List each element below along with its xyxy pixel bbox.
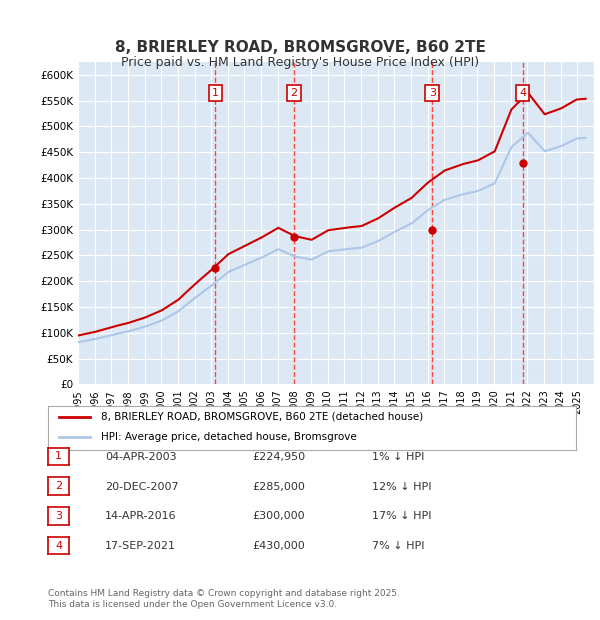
Text: 17-SEP-2021: 17-SEP-2021 xyxy=(105,541,176,551)
Text: 20-DEC-2007: 20-DEC-2007 xyxy=(105,482,179,492)
Text: £430,000: £430,000 xyxy=(252,541,305,551)
Text: 8, BRIERLEY ROAD, BROMSGROVE, B60 2TE (detached house): 8, BRIERLEY ROAD, BROMSGROVE, B60 2TE (d… xyxy=(101,412,423,422)
Text: £224,950: £224,950 xyxy=(252,452,305,462)
Text: £300,000: £300,000 xyxy=(252,512,305,521)
Text: Price paid vs. HM Land Registry's House Price Index (HPI): Price paid vs. HM Land Registry's House … xyxy=(121,56,479,69)
Text: 4: 4 xyxy=(55,541,62,551)
Text: 1: 1 xyxy=(212,88,219,98)
Text: 1: 1 xyxy=(55,451,62,461)
Text: 1% ↓ HPI: 1% ↓ HPI xyxy=(372,452,424,462)
Text: 3: 3 xyxy=(55,511,62,521)
Text: £285,000: £285,000 xyxy=(252,482,305,492)
Text: 2: 2 xyxy=(290,88,298,98)
Text: 04-APR-2003: 04-APR-2003 xyxy=(105,452,176,462)
Text: 8, BRIERLEY ROAD, BROMSGROVE, B60 2TE: 8, BRIERLEY ROAD, BROMSGROVE, B60 2TE xyxy=(115,40,485,55)
Text: 4: 4 xyxy=(519,88,526,98)
Text: 17% ↓ HPI: 17% ↓ HPI xyxy=(372,512,431,521)
Text: HPI: Average price, detached house, Bromsgrove: HPI: Average price, detached house, Brom… xyxy=(101,432,356,442)
Text: 7% ↓ HPI: 7% ↓ HPI xyxy=(372,541,425,551)
Text: Contains HM Land Registry data © Crown copyright and database right 2025.
This d: Contains HM Land Registry data © Crown c… xyxy=(48,590,400,609)
Text: 14-APR-2016: 14-APR-2016 xyxy=(105,512,176,521)
Text: 2: 2 xyxy=(55,481,62,491)
Text: 3: 3 xyxy=(429,88,436,98)
Text: 12% ↓ HPI: 12% ↓ HPI xyxy=(372,482,431,492)
